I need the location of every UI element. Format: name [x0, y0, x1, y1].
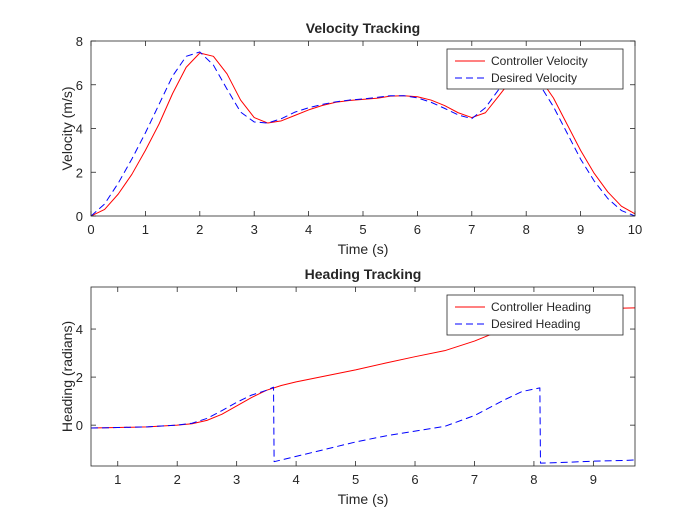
legend-label: Controller Velocity — [491, 54, 588, 68]
y-tick-label: 6 — [76, 78, 83, 93]
y-tick-label: 2 — [76, 370, 83, 385]
chart-panel-0: 0 1 2 3 4 5 6 7 8 9 10 0 2 4 6 8 Velocity Tracking Time (… — [59, 20, 642, 257]
chart-panel-1: 1 2 3 4 5 6 7 8 9 0 2 4 Heading Tracking Time (s) Head… — [59, 266, 636, 507]
legend-label: Desired Heading — [491, 317, 580, 331]
x-tick-label: 6 — [414, 222, 421, 237]
legend: Controller Velocity Desired Velocity — [446, 48, 624, 90]
legend-box — [446, 48, 624, 90]
y-tick-label: 0 — [76, 418, 83, 433]
x-tick-label: 4 — [292, 472, 299, 487]
y-axis-label: Velocity (m/s) — [59, 86, 75, 170]
x-tick-label: 3 — [233, 472, 240, 487]
x-tick-label: 8 — [530, 472, 537, 487]
chart-title: Heading Tracking — [305, 266, 422, 282]
y-axis-label: Heading (radians) — [59, 321, 75, 432]
y-tick-label: 0 — [76, 209, 83, 224]
x-tick-label: 6 — [411, 472, 418, 487]
x-tick-label: 7 — [468, 222, 475, 237]
x-tick-label: 2 — [196, 222, 203, 237]
chart-title: Velocity Tracking — [306, 20, 420, 36]
series-line-desired-velocity — [91, 51, 635, 216]
x-tick-label: 4 — [305, 222, 312, 237]
x-tick-label: 9 — [590, 472, 597, 487]
x-tick-label: 7 — [471, 472, 478, 487]
x-tick-label: 1 — [142, 222, 149, 237]
y-tick-label: 4 — [76, 122, 83, 137]
y-tick-label: 8 — [76, 34, 83, 49]
legend-label: Controller Heading — [491, 300, 591, 314]
x-tick-label: 1 — [114, 472, 121, 487]
x-tick-label: 5 — [352, 472, 359, 487]
x-tick-label: 8 — [523, 222, 530, 237]
x-tick-label: 9 — [577, 222, 584, 237]
x-tick-label: 2 — [174, 472, 181, 487]
y-tick-label: 4 — [76, 322, 83, 337]
legend-box — [446, 294, 624, 336]
x-tick-label: 10 — [628, 222, 642, 237]
axes-box — [90, 286, 636, 467]
x-axis-label: Time (s) — [338, 241, 389, 257]
x-tick-label: 3 — [251, 222, 258, 237]
y-tick-label: 2 — [76, 165, 83, 180]
x-axis-label: Time (s) — [338, 491, 389, 507]
legend: Controller Heading Desired Heading — [446, 294, 624, 336]
x-tick-label: 5 — [359, 222, 366, 237]
legend-label: Desired Velocity — [491, 71, 577, 85]
x-tick-label: 0 — [87, 222, 94, 237]
